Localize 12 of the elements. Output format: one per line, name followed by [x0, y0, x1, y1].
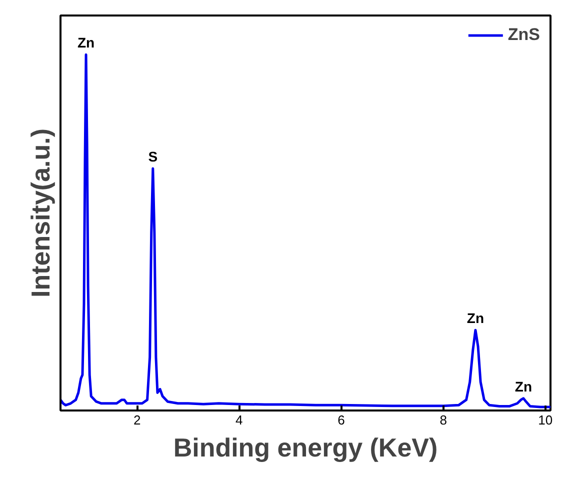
x-tick-label: 4: [236, 412, 243, 428]
annotation: Zn: [514, 378, 532, 394]
x-tick-label: 10: [538, 412, 553, 428]
legend-label: ZnS: [508, 25, 540, 45]
annotation: Zn: [466, 310, 484, 326]
x-tick-label: 8: [440, 412, 447, 428]
annotation: Zn: [77, 34, 95, 51]
x-tick-label: 2: [133, 412, 141, 428]
x-tick-label: 6: [338, 412, 345, 428]
y-axis-title: Intensity(a.u.): [26, 128, 56, 298]
annotation: S: [148, 148, 158, 165]
x-axis-title: Binding energy (KeV): [173, 432, 438, 462]
